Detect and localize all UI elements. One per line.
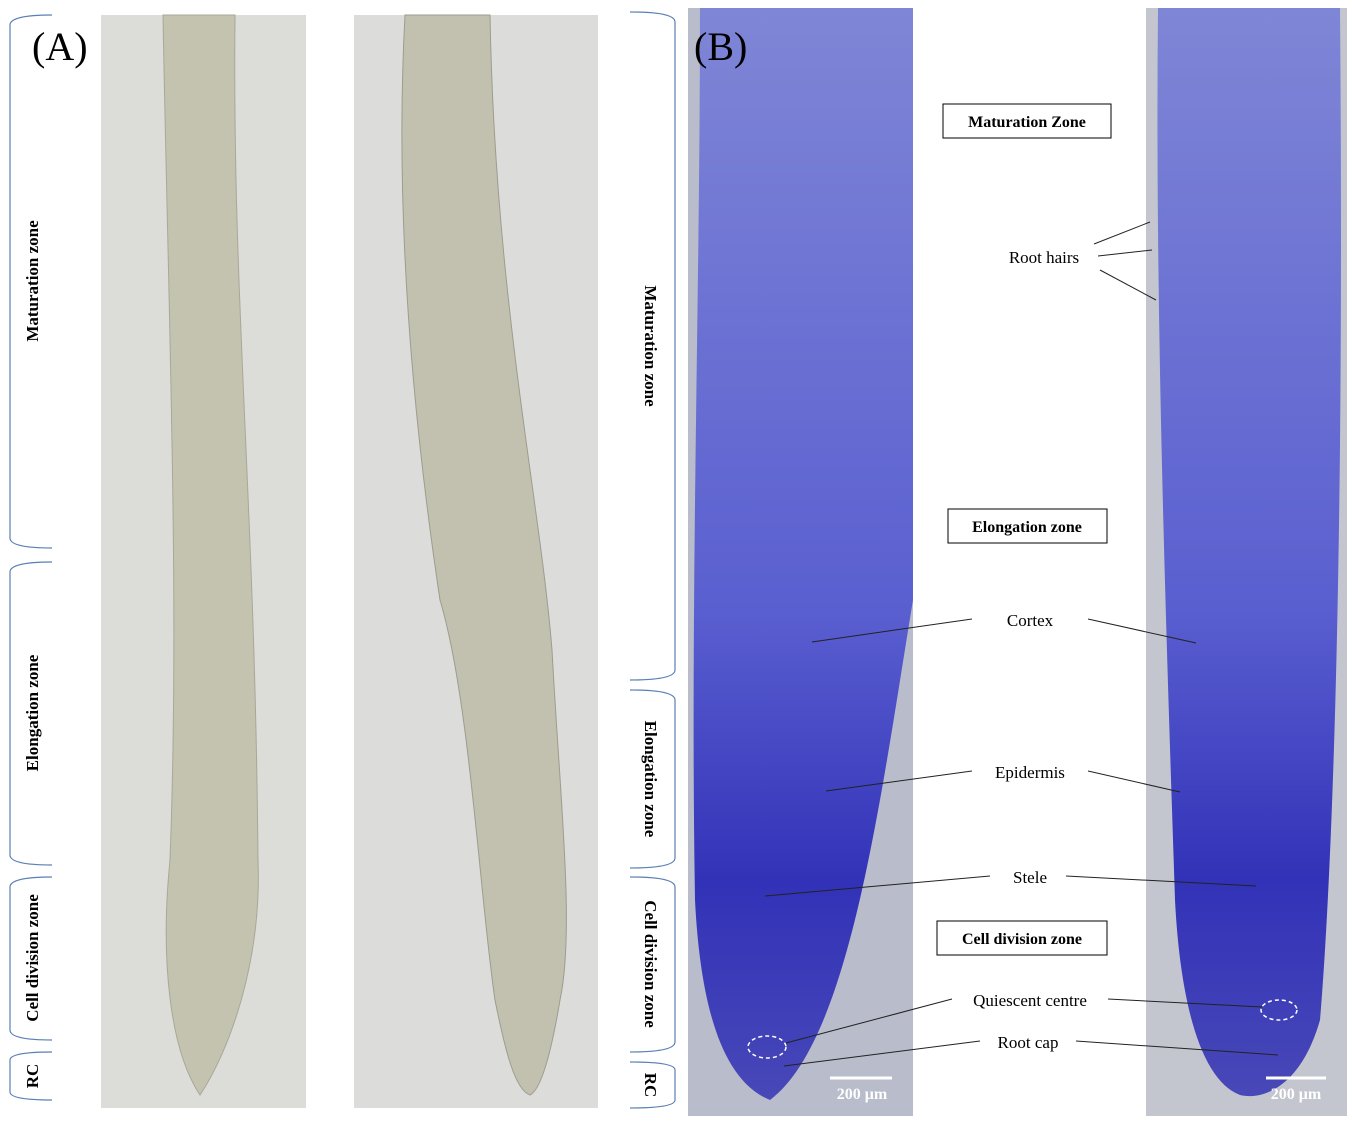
leader-line bbox=[785, 998, 953, 1044]
zone-label: Elongation zone bbox=[23, 654, 42, 771]
leader-line bbox=[1075, 1040, 1279, 1056]
zone-label: Maturation zone bbox=[23, 220, 42, 342]
leader-line bbox=[1087, 770, 1181, 793]
leader-line bbox=[1099, 269, 1157, 301]
panel-label: (B) bbox=[694, 24, 747, 69]
leader-line bbox=[825, 770, 973, 792]
root bbox=[162, 14, 259, 1096]
label-box bbox=[947, 508, 1108, 544]
annotation: Stele bbox=[1013, 868, 1047, 887]
bracket bbox=[629, 1061, 676, 1109]
annotation: Root cap bbox=[998, 1033, 1059, 1052]
root bbox=[693, 8, 913, 1100]
bracket bbox=[9, 14, 53, 549]
leader-line bbox=[811, 618, 973, 643]
boxed-label: Cell division zone bbox=[962, 931, 1082, 948]
bracket bbox=[629, 689, 676, 869]
leader-line bbox=[1093, 221, 1151, 245]
zone-label: Elongation zone bbox=[641, 721, 660, 838]
annotation: Cortex bbox=[1007, 611, 1054, 630]
annotation: Quiescent centre bbox=[973, 991, 1087, 1010]
leader-line bbox=[1087, 618, 1197, 644]
leader-line bbox=[764, 875, 991, 897]
bracket bbox=[629, 11, 676, 681]
bracket bbox=[9, 561, 53, 866]
panel-label: (A) bbox=[32, 24, 88, 69]
boxed-label: Elongation zone bbox=[972, 519, 1082, 536]
scale-label: 200 μm bbox=[837, 1086, 888, 1103]
label-box bbox=[942, 103, 1112, 139]
qc-marker bbox=[747, 1035, 787, 1059]
zone-label: Cell division zone bbox=[23, 894, 42, 1022]
bracket bbox=[629, 876, 676, 1053]
qc-marker bbox=[1260, 999, 1298, 1021]
zone-label: RC bbox=[23, 1064, 42, 1089]
annotation: Epidermis bbox=[995, 763, 1065, 782]
label-box bbox=[936, 920, 1108, 956]
zone-label: RC bbox=[641, 1073, 660, 1098]
annotation: Root hairs bbox=[1009, 248, 1079, 267]
root bbox=[1157, 8, 1341, 1097]
bracket bbox=[9, 876, 53, 1041]
boxed-label: Maturation Zone bbox=[968, 114, 1086, 131]
leader-line bbox=[1097, 249, 1153, 257]
scale-label: 200 μm bbox=[1271, 1086, 1322, 1103]
root bbox=[401, 14, 567, 1096]
leader-line bbox=[1065, 875, 1257, 887]
leader-line bbox=[1107, 998, 1263, 1008]
zone-label: Cell division zone bbox=[641, 900, 660, 1028]
zone-label: Maturation zone bbox=[641, 285, 660, 407]
bracket bbox=[9, 1051, 53, 1101]
leader-line bbox=[783, 1040, 981, 1067]
